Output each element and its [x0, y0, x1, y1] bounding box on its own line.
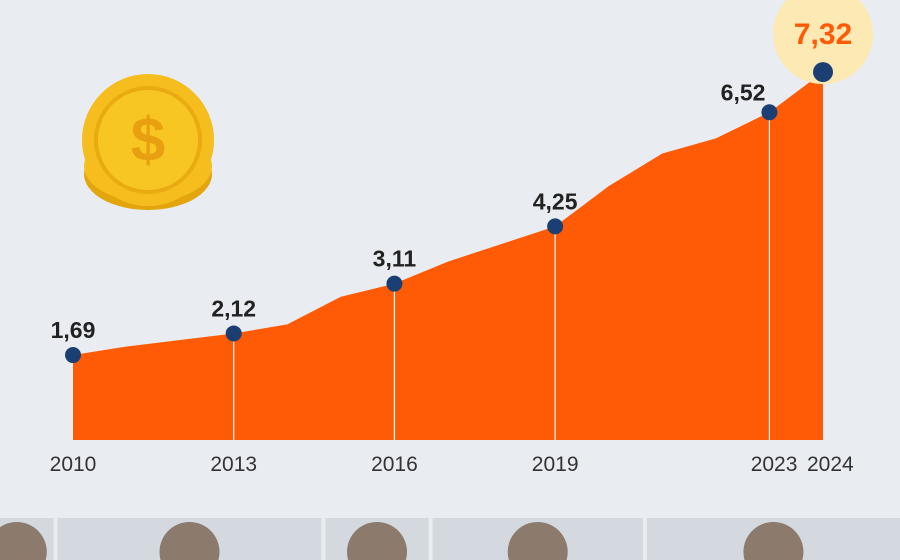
data-label: 6,52	[721, 79, 766, 105]
x-tick-label: 2024	[807, 453, 854, 476]
data-point	[225, 325, 242, 342]
x-tick-label: 2010	[50, 453, 97, 476]
data-point	[761, 104, 778, 121]
portrait-avatar	[159, 522, 220, 560]
data-point	[547, 218, 564, 235]
x-axis-ticks: 2010 2013 2016 2019 2023 2024	[50, 453, 854, 476]
data-point	[386, 275, 403, 292]
portrait-avatar	[507, 522, 568, 560]
data-label-highlight: 7,32	[794, 18, 852, 51]
data-point	[65, 347, 81, 364]
dollar-coin-icon: $	[82, 74, 214, 210]
data-label: 2,12	[211, 295, 256, 321]
portrait-avatar	[0, 522, 47, 560]
data-label: 3,11	[373, 246, 417, 272]
x-tick-label: 2016	[371, 453, 418, 476]
portrait-avatar	[743, 522, 804, 560]
data-label: 1,69	[51, 317, 96, 343]
series-area	[73, 72, 823, 441]
svg-text:$: $	[131, 106, 165, 175]
x-tick-label: 2023	[751, 453, 798, 476]
data-point	[813, 62, 833, 83]
portrait-avatar	[347, 522, 407, 560]
x-tick-label: 2019	[532, 453, 579, 476]
portrait-strip	[0, 518, 900, 560]
x-tick-label: 2013	[210, 453, 257, 476]
highlight-circle	[773, 0, 873, 85]
plot-area: 1,69 2,12 3,11 4,25 6,52 7,32	[51, 0, 873, 441]
data-label: 4,25	[533, 188, 578, 214]
